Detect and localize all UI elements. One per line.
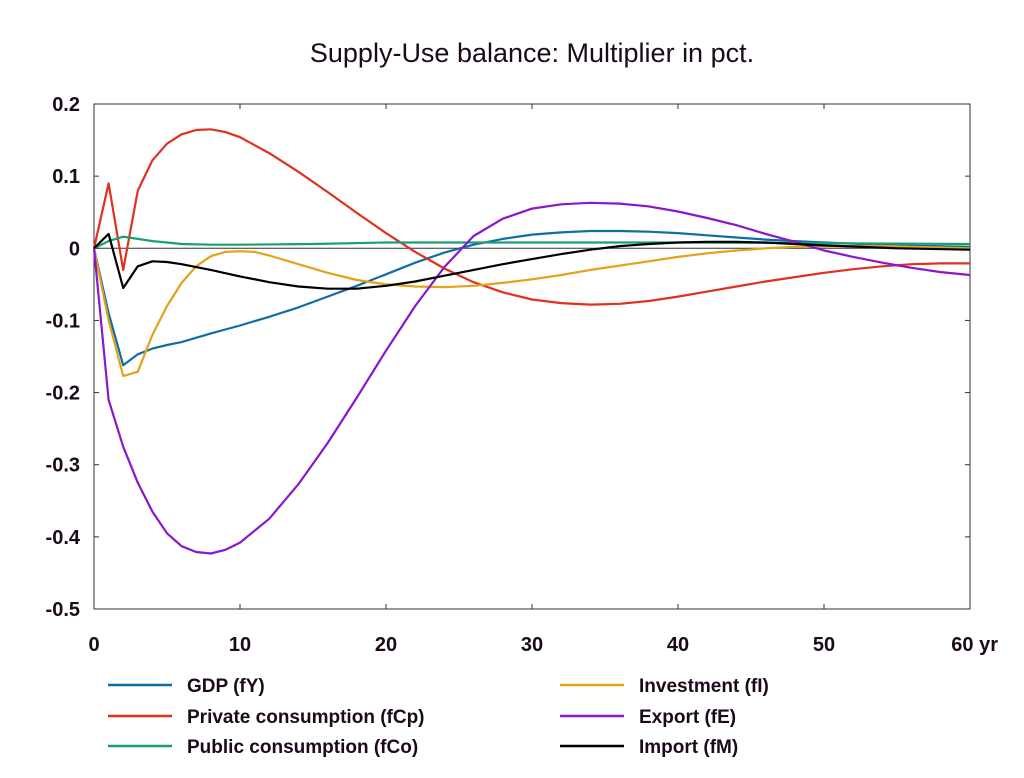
legend-label-0: GDP (fY) [187,676,265,697]
x-tick-label: 10 [229,634,251,656]
legend-label-1: Private consumption (fCp) [187,707,425,728]
y-tick-label: -0.4 [46,527,81,549]
legend-label-5: Import (fM) [639,737,738,758]
series-line-5 [93,232,971,290]
chart-title: Supply-Use balance: Multiplier in pct. [310,38,754,68]
x-tick-label: 50 [813,634,835,656]
y-tick-label: -0.3 [46,455,80,477]
x-tick-label: 40 [667,634,689,656]
y-tick-label: -0.1 [46,310,80,332]
series-line-2 [93,235,971,250]
y-tick-label: 0.2 [52,94,80,116]
series-line-4 [92,201,971,555]
x-tick-label: 30 [521,634,543,656]
plot-area [93,103,971,610]
series-line-1 [92,128,970,306]
y-tick-label: 0 [69,238,80,260]
legend-label-4: Export (fE) [639,707,736,728]
y-tick-label: 0.1 [52,166,80,188]
x-tick-label: 60 yr [951,634,998,656]
series-line-0 [92,229,971,367]
y-tick-label: -0.5 [46,599,80,621]
x-tick-label: 0 [88,634,99,656]
legend-label-2: Public consumption (fCo) [187,737,418,758]
x-tick-label: 20 [375,634,397,656]
y-tick-label: -0.2 [46,383,80,405]
legend-label-3: Investment (fI) [639,676,769,697]
series-line-3 [92,245,971,378]
